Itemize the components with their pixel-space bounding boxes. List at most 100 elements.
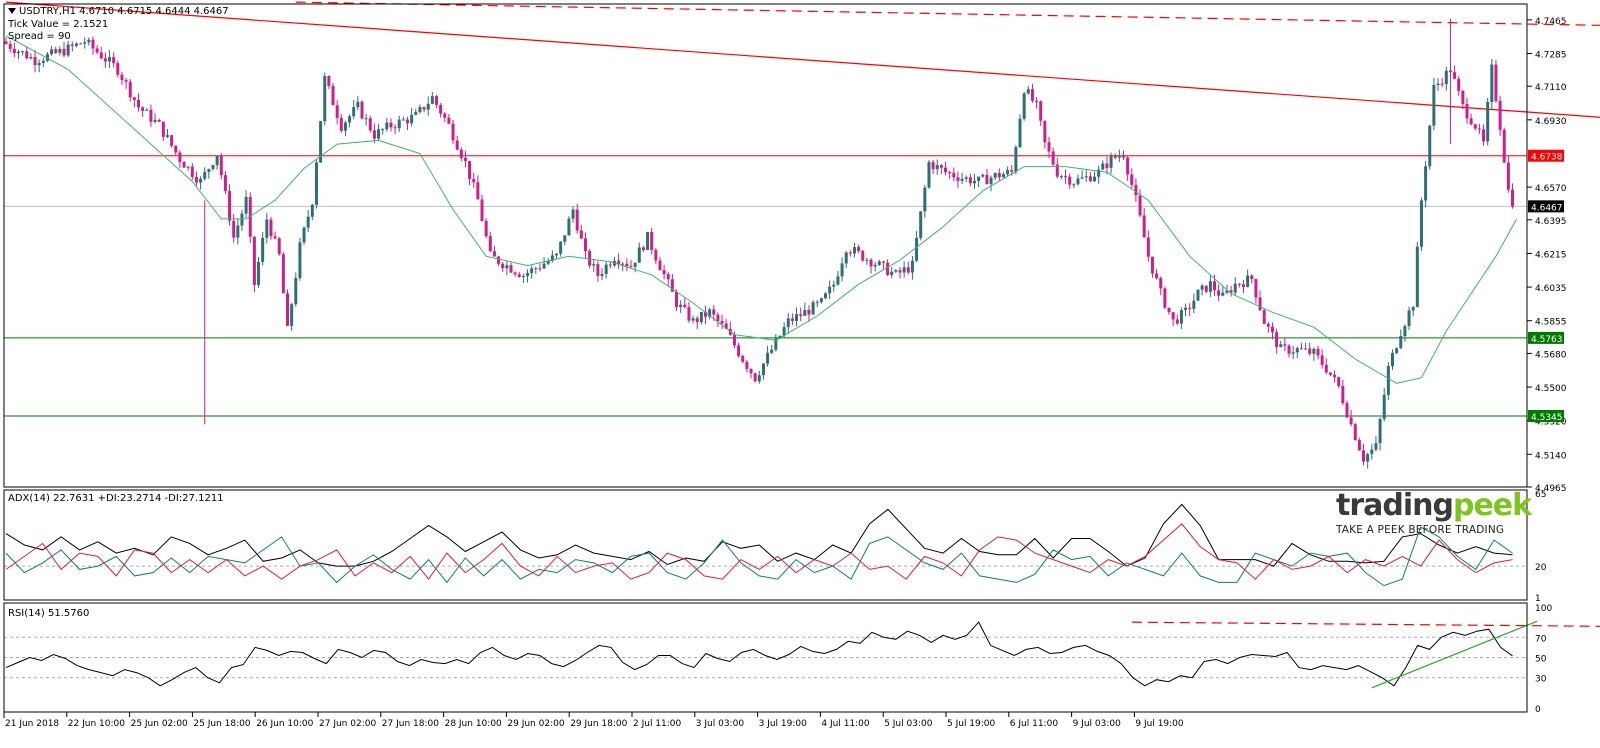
candle-body	[1142, 215, 1146, 238]
candle-body	[439, 104, 443, 114]
candle-body	[352, 107, 356, 117]
candle-body	[455, 140, 459, 150]
candle-body	[761, 363, 765, 376]
candle-body	[1333, 374, 1337, 378]
candle-body	[1399, 336, 1403, 349]
candle-body	[662, 270, 666, 275]
candle-body	[414, 112, 418, 115]
candle-body	[836, 276, 840, 285]
candle-body	[1498, 100, 1502, 130]
candle-body	[757, 375, 761, 382]
candle-body	[306, 216, 310, 228]
time-tick-label: 29 Jun 18:00	[570, 719, 627, 729]
candle-body	[228, 190, 232, 221]
trend-line	[295, 1, 1600, 26]
candle-body	[1461, 90, 1465, 105]
candle-body	[1051, 151, 1055, 165]
adx-panel[interactable]	[4, 503, 1527, 587]
candle-body	[861, 250, 865, 261]
candle-body	[1258, 297, 1262, 311]
price-tick-label: 4.5855	[1535, 318, 1567, 328]
candle-body	[675, 291, 679, 308]
candle-body	[401, 119, 405, 121]
candle-body	[1254, 279, 1258, 298]
candle-body	[699, 311, 703, 323]
collapse-triangle-icon[interactable]	[8, 8, 16, 14]
candle-body	[1511, 189, 1515, 207]
candle-body	[1101, 163, 1105, 170]
price-tick-label: 4.5680	[1535, 350, 1567, 360]
candle-body	[1047, 142, 1051, 152]
candle-body	[207, 169, 211, 173]
candle-body	[1213, 281, 1217, 291]
level-price-tag	[1528, 149, 1564, 162]
candle-body	[240, 213, 244, 226]
trend-line	[6, 1, 1600, 118]
candle-body	[1304, 348, 1308, 350]
candle-body	[559, 241, 563, 254]
rsi-panel[interactable]	[4, 620, 1600, 689]
time-tick-label: 26 Jun 10:00	[256, 719, 313, 729]
candle-body	[244, 196, 248, 214]
candle-body	[1130, 174, 1134, 185]
candle-body	[799, 314, 803, 316]
candle-body	[1188, 307, 1192, 309]
candle-body	[120, 74, 124, 81]
candle-body	[99, 52, 103, 59]
candle-body	[480, 199, 484, 222]
candle-body	[443, 113, 447, 118]
candle-body	[960, 178, 964, 181]
candle-body	[1167, 307, 1171, 313]
candle-body	[629, 266, 633, 268]
candle-body	[1117, 156, 1121, 158]
symbol-info: USDTRY,H1 4.6710 4.6715 4.6444 4.6467	[8, 6, 229, 18]
candle-body	[902, 267, 906, 273]
candle-body	[232, 220, 236, 238]
candle-body	[1093, 176, 1097, 182]
candle-body	[1266, 323, 1270, 327]
candle-body	[819, 298, 823, 303]
logo-word-a: trading	[1336, 488, 1454, 523]
candle-body	[87, 39, 91, 43]
candle-body	[1064, 176, 1068, 178]
candle-body	[1014, 147, 1018, 172]
candle-body	[658, 260, 662, 271]
candle-body	[526, 273, 530, 276]
candle-body	[335, 105, 339, 118]
candle-body	[517, 274, 521, 277]
candle-body	[1370, 449, 1374, 455]
candle-body	[1424, 166, 1428, 201]
candle-body	[923, 187, 927, 212]
time-tick-label: 9 Jul 19:00	[1135, 719, 1184, 729]
candle-body	[915, 237, 919, 261]
price-panel[interactable]	[4, 1, 1600, 469]
candle-body	[1366, 454, 1370, 462]
candle-body	[1208, 281, 1212, 292]
candle-body	[997, 173, 1001, 178]
candle-body	[1022, 93, 1026, 119]
candle-body	[753, 373, 757, 382]
candle-body	[1465, 104, 1469, 119]
candle-body	[604, 264, 608, 274]
candle-body	[310, 204, 314, 217]
candle-body	[79, 43, 83, 45]
candle-body	[977, 176, 981, 181]
candle-body	[509, 265, 513, 273]
candle-body	[426, 103, 430, 110]
logo-word-b: peek	[1452, 488, 1532, 523]
candle-body	[199, 178, 203, 183]
candle-body	[37, 62, 41, 66]
candle-body	[381, 129, 385, 131]
candle-body	[691, 318, 695, 321]
candle-body	[550, 255, 554, 261]
candle-body	[8, 43, 12, 49]
candle-body	[906, 267, 910, 273]
candle-body	[285, 293, 289, 326]
candle-body	[501, 263, 505, 269]
candle-body	[261, 237, 265, 262]
candle-body	[281, 254, 285, 294]
candle-body	[741, 355, 745, 362]
candle-body	[33, 57, 37, 66]
candle-body	[828, 286, 832, 294]
